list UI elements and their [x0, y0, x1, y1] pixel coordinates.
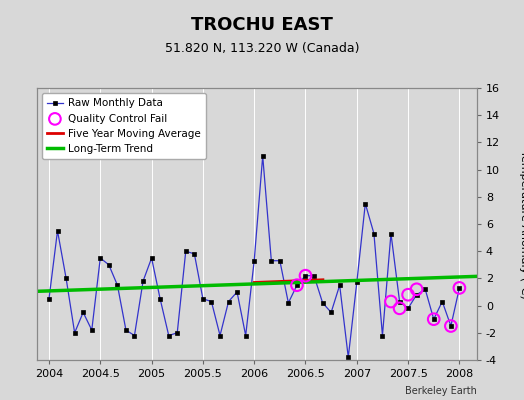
Legend: Raw Monthly Data, Quality Control Fail, Five Year Moving Average, Long-Term Tren: Raw Monthly Data, Quality Control Fail, … [42, 93, 206, 159]
Raw Monthly Data [97, 256, 103, 260]
Raw Monthly Data [431, 317, 437, 322]
Quality Control Fail [446, 323, 455, 329]
Raw Monthly Data [140, 279, 146, 284]
Raw Monthly Data [422, 287, 429, 292]
Raw Monthly Data [251, 258, 257, 263]
Raw Monthly Data [208, 299, 214, 304]
Raw Monthly Data [157, 296, 163, 301]
Raw Monthly Data [285, 300, 291, 305]
Five Year Moving Average [251, 280, 257, 285]
Raw Monthly Data [320, 300, 326, 305]
Raw Monthly Data [439, 299, 445, 304]
Raw Monthly Data [277, 258, 283, 263]
Raw Monthly Data [132, 333, 138, 338]
Raw Monthly Data [191, 252, 198, 256]
Raw Monthly Data [80, 310, 86, 315]
Quality Control Fail [412, 286, 421, 292]
Raw Monthly Data [302, 273, 309, 278]
Raw Monthly Data [89, 328, 95, 332]
Quality Control Fail [396, 305, 404, 312]
Raw Monthly Data [388, 231, 394, 236]
Raw Monthly Data [234, 290, 240, 294]
Quality Control Fail [387, 298, 395, 305]
Raw Monthly Data [336, 283, 343, 288]
Raw Monthly Data [456, 286, 463, 290]
Raw Monthly Data [63, 276, 69, 281]
Raw Monthly Data [345, 355, 352, 360]
Raw Monthly Data [413, 292, 420, 297]
Line: Raw Monthly Data: Raw Monthly Data [47, 154, 462, 359]
Raw Monthly Data [166, 333, 172, 338]
Raw Monthly Data [174, 330, 180, 335]
Raw Monthly Data [106, 262, 112, 267]
Text: TROCHU EAST: TROCHU EAST [191, 16, 333, 34]
Raw Monthly Data [225, 299, 232, 304]
Raw Monthly Data [371, 231, 377, 236]
Raw Monthly Data [294, 283, 300, 288]
Raw Monthly Data [405, 306, 411, 311]
Raw Monthly Data [243, 333, 249, 338]
Raw Monthly Data [328, 310, 334, 315]
Five Year Moving Average [320, 277, 326, 282]
Quality Control Fail [301, 272, 310, 279]
Y-axis label: Temperature Anomaly (°C): Temperature Anomaly (°C) [519, 150, 524, 298]
Raw Monthly Data [379, 333, 386, 338]
Raw Monthly Data [259, 154, 266, 158]
Raw Monthly Data [123, 328, 129, 332]
Raw Monthly Data [54, 228, 61, 233]
Raw Monthly Data [200, 296, 206, 301]
Raw Monthly Data [71, 330, 78, 335]
Line: Five Year Moving Average: Five Year Moving Average [254, 280, 323, 282]
Raw Monthly Data [217, 333, 223, 338]
Raw Monthly Data [114, 283, 121, 288]
Raw Monthly Data [268, 258, 275, 263]
Quality Control Fail [293, 282, 301, 288]
Text: 51.820 N, 113.220 W (Canada): 51.820 N, 113.220 W (Canada) [165, 42, 359, 55]
Raw Monthly Data [447, 324, 454, 328]
Raw Monthly Data [148, 256, 155, 260]
Raw Monthly Data [362, 201, 368, 206]
Raw Monthly Data [311, 273, 317, 278]
Raw Monthly Data [354, 280, 360, 285]
Raw Monthly Data [46, 296, 52, 301]
Raw Monthly Data [183, 249, 189, 254]
Quality Control Fail [404, 292, 412, 298]
Quality Control Fail [455, 285, 464, 291]
Text: Berkeley Earth: Berkeley Earth [405, 386, 477, 396]
Raw Monthly Data [397, 299, 403, 304]
Quality Control Fail [430, 316, 438, 322]
